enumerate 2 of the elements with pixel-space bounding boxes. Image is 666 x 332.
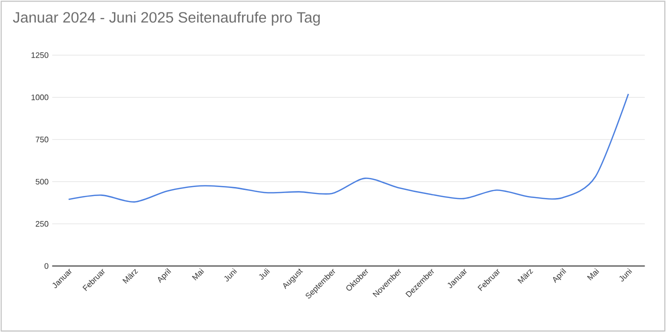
chart-title: Januar 2024 - Juni 2025 Seitenaufrufe pro Tag (12, 12, 320, 26)
line-series (68, 93, 630, 202)
